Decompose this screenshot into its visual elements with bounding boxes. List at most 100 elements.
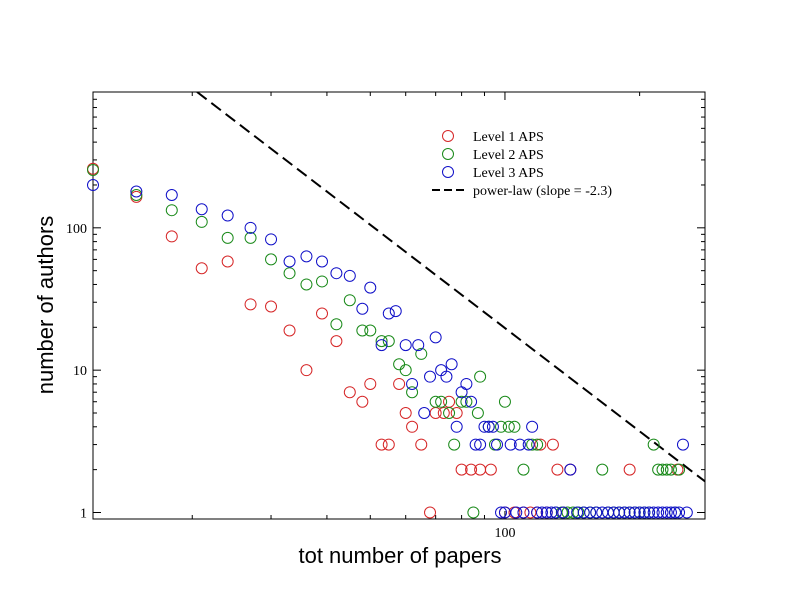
point-level-1 xyxy=(415,438,428,451)
y-tick-label: 10 xyxy=(73,364,87,379)
point-level-1 xyxy=(393,377,406,390)
point-level-3 xyxy=(664,506,677,519)
point-level-3 xyxy=(564,463,577,476)
point-level-3 xyxy=(482,420,495,433)
point-level-2 xyxy=(531,438,544,451)
point-level-3 xyxy=(424,370,437,383)
point-level-3 xyxy=(618,506,631,519)
point-level-3 xyxy=(557,506,570,519)
legend-label-level-1: Level 1 APS xyxy=(473,130,544,145)
point-level-3 xyxy=(660,506,673,519)
point-level-1 xyxy=(316,307,329,320)
point-level-3 xyxy=(445,358,458,371)
point-level-3 xyxy=(165,189,178,202)
point-level-2 xyxy=(517,463,530,476)
point-level-2 xyxy=(382,335,395,348)
point-level-1 xyxy=(244,298,257,311)
point-level-3 xyxy=(460,377,473,390)
point-level-2 xyxy=(415,347,428,360)
point-level-3 xyxy=(526,420,539,433)
point-level-2 xyxy=(467,506,480,519)
point-level-3 xyxy=(130,185,143,198)
point-level-1 xyxy=(343,386,356,399)
point-level-1 xyxy=(623,463,636,476)
point-level-1 xyxy=(221,255,234,268)
data-points xyxy=(87,162,693,519)
point-level-1 xyxy=(484,463,497,476)
point-level-2 xyxy=(656,463,669,476)
point-level-3 xyxy=(418,407,431,420)
point-level-1 xyxy=(455,463,468,476)
point-level-2 xyxy=(664,463,677,476)
y-axis-title: number of authors xyxy=(33,216,58,395)
point-level-3 xyxy=(545,506,558,519)
point-level-2 xyxy=(356,324,369,337)
point-level-2 xyxy=(647,438,660,451)
point-level-2 xyxy=(502,420,515,433)
point-level-1 xyxy=(524,506,537,519)
point-level-3 xyxy=(638,506,651,519)
point-level-2 xyxy=(406,386,419,399)
point-level-3 xyxy=(623,506,636,519)
point-level-3 xyxy=(356,302,369,315)
point-level-3 xyxy=(540,506,553,519)
x-axis-title: tot number of papers xyxy=(298,543,501,568)
point-level-3 xyxy=(517,506,530,519)
point-level-2 xyxy=(195,215,208,228)
point-level-3 xyxy=(244,221,257,234)
point-level-3 xyxy=(676,438,689,451)
point-level-2 xyxy=(471,407,484,420)
point-level-1 xyxy=(356,395,369,408)
point-level-1 xyxy=(551,463,564,476)
y-tick-label: 1 xyxy=(80,506,87,521)
point-level-3 xyxy=(412,339,425,352)
point-level-2 xyxy=(265,253,278,266)
point-level-2 xyxy=(495,420,508,433)
point-level-3 xyxy=(465,395,478,408)
point-level-2 xyxy=(221,231,234,244)
point-level-3 xyxy=(531,506,544,519)
point-level-3 xyxy=(673,506,686,519)
legend-label-power-law: power-law (slope = -2.3) xyxy=(473,184,612,199)
point-level-2 xyxy=(429,395,442,408)
point-level-2 xyxy=(443,407,456,420)
point-level-3 xyxy=(389,305,402,318)
power-law-line xyxy=(196,92,705,483)
point-level-3 xyxy=(474,438,487,451)
point-level-2 xyxy=(300,278,313,291)
legend-marker-level-3 xyxy=(442,166,454,178)
point-level-2 xyxy=(498,395,511,408)
point-level-3 xyxy=(491,438,504,451)
point-level-2 xyxy=(508,420,521,433)
axis-tick-labels: 100 1 10 100 xyxy=(66,222,515,541)
point-level-2 xyxy=(474,370,487,383)
point-level-2 xyxy=(330,318,343,331)
point-level-2 xyxy=(448,438,461,451)
point-level-1 xyxy=(534,438,547,451)
x-tick-label: 100 xyxy=(494,526,515,541)
point-level-1 xyxy=(546,438,559,451)
point-level-3 xyxy=(628,506,641,519)
point-level-1 xyxy=(283,324,296,337)
point-level-1 xyxy=(399,407,412,420)
point-level-3 xyxy=(87,178,99,191)
point-level-3 xyxy=(643,506,656,519)
point-level-2 xyxy=(596,463,609,476)
point-level-3 xyxy=(364,281,377,294)
legend-marker-level-1 xyxy=(442,130,454,142)
point-level-1 xyxy=(437,407,450,420)
plot-frame xyxy=(92,91,706,520)
point-level-2 xyxy=(244,231,257,244)
point-level-2 xyxy=(460,395,473,408)
point-level-3 xyxy=(343,269,356,282)
legend: Level 1 APS Level 2 APS Level 3 APS power-l… xyxy=(432,130,612,199)
point-level-3 xyxy=(590,506,603,519)
point-level-1 xyxy=(165,230,178,243)
point-level-3 xyxy=(510,506,523,519)
point-level-3 xyxy=(577,506,590,519)
point-level-3 xyxy=(504,438,517,451)
point-level-3 xyxy=(633,506,646,519)
point-level-3 xyxy=(669,506,682,519)
point-level-3 xyxy=(478,420,491,433)
